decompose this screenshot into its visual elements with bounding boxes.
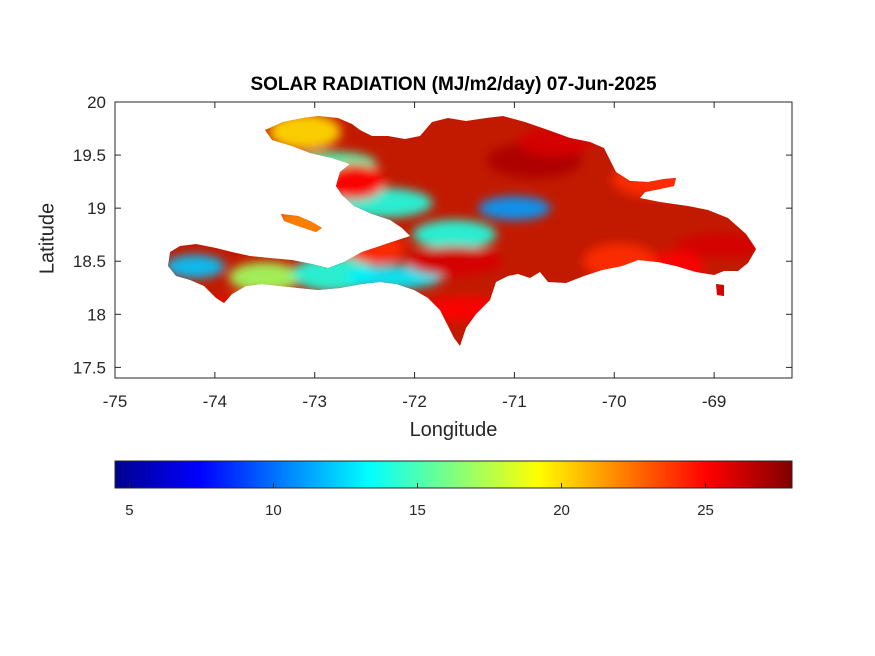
heat-cell xyxy=(168,254,225,279)
colorbar-tick-label: 20 xyxy=(553,502,570,519)
y-tick-label: 18 xyxy=(87,305,106,324)
colorbar-ticks: 5 10 15 20 25 xyxy=(125,483,714,519)
x-tick-label: -74 xyxy=(203,392,228,411)
x-tick-label: -73 xyxy=(302,392,327,411)
colorbar-tick-label: 25 xyxy=(697,502,714,519)
y-axis-label: Latitude xyxy=(36,202,59,275)
x-tick-label: -69 xyxy=(702,392,727,411)
y-axis-ticks: 17.5 18 18.5 19 19.5 20 xyxy=(73,93,792,377)
colorbar-tick-label: 5 xyxy=(125,502,133,519)
colorbar-tick-label: 10 xyxy=(265,502,282,519)
y-tick-label: 20 xyxy=(87,93,106,112)
heat-cell xyxy=(268,116,341,150)
map-title: SOLAR RADIATION (MJ/m2/day) 07-Jun-2025 xyxy=(250,74,657,95)
y-tick-label: 19.5 xyxy=(73,146,106,165)
colorbar-tick-label: 15 xyxy=(409,502,426,519)
x-axis-label: Longitude xyxy=(409,419,498,441)
x-tick-label: -72 xyxy=(402,392,427,411)
y-tick-label: 17.5 xyxy=(73,358,106,377)
y-tick-label: 18.5 xyxy=(73,252,106,271)
heat-cell xyxy=(478,196,551,221)
x-tick-label: -71 xyxy=(502,392,527,411)
x-tick-label: -75 xyxy=(103,392,128,411)
x-tick-label: -70 xyxy=(602,392,627,411)
colorbar xyxy=(114,460,793,489)
heat-cell xyxy=(676,233,756,258)
x-axis-ticks: -75 -74 -73 -72 -71 -70 -69 xyxy=(103,102,727,411)
y-tick-label: 19 xyxy=(87,199,106,218)
heat-cell xyxy=(228,262,301,293)
heat-cell xyxy=(406,246,503,277)
heat-cell xyxy=(412,219,497,250)
